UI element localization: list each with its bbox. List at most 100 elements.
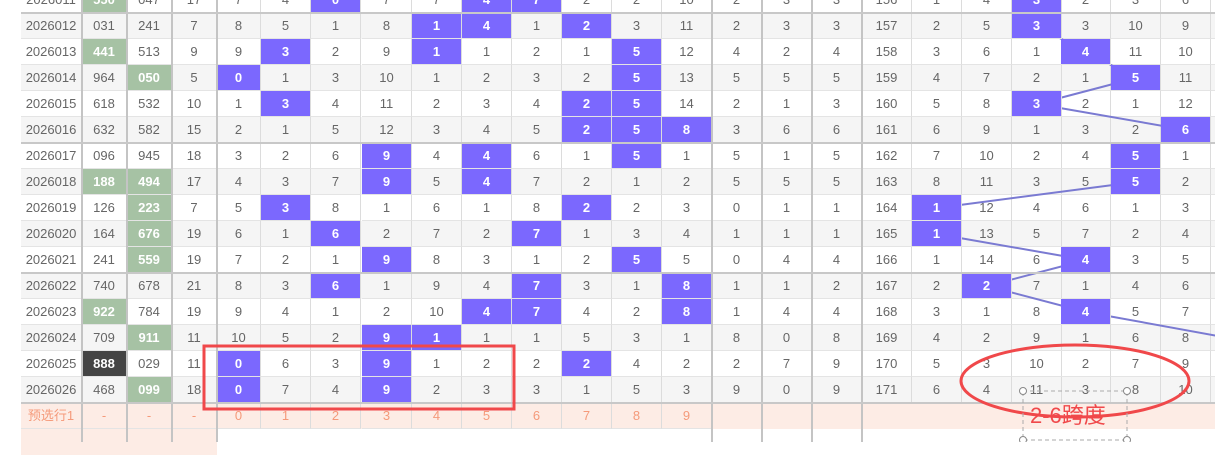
span-cell-3: 4 [1061,247,1111,273]
issue-number: 2026021 [21,247,82,273]
digit-cell-1: 5 [261,13,311,39]
digit-cell-8: 5 [612,65,662,91]
preselect-digit-6[interactable]: 6 [512,403,562,429]
group-divider [21,142,1215,144]
span-cell-1: 10 [962,143,1012,169]
span-cell-4: 2 [1111,117,1161,143]
digit-cell-8: 1 [612,169,662,195]
digit-cell-3: 2 [362,221,412,247]
draw-number-b: 223 [127,195,172,221]
overflow-cell [1211,299,1215,325]
span-cell-2: 3 [1012,13,1062,39]
span-cell-0: 7 [912,143,962,169]
span-cell-5: 10 [1161,377,1211,403]
digit-cell-1: 1 [261,65,311,91]
preselect-digit-4[interactable]: 4 [412,403,462,429]
draw-number-b: 678 [127,273,172,299]
digit-cell-9: 12 [662,39,712,65]
stat-cell-0: 5 [712,143,762,169]
column-divider [216,0,218,442]
digit-cell-8: 3 [612,325,662,351]
digit-cell-7: 2 [562,13,612,39]
digit-cell-9: 8 [662,299,712,325]
span-cell-5: 6 [1161,273,1211,299]
sum-value: 21 [172,273,217,299]
stat-cell-0: 2 [712,91,762,117]
digit-cell-2: 6 [311,143,361,169]
stat-cell-0: 1 [712,221,762,247]
preselect-digit-5[interactable]: 5 [462,403,512,429]
digit-cell-4: 10 [412,299,462,325]
draw-number-b: 099 [127,377,172,403]
preselect-digit-3[interactable]: 3 [362,403,412,429]
digit-cell-6: 7 [512,221,562,247]
draw-number-a: 922 [82,299,127,325]
issue-number: 2026026 [21,377,82,403]
digit-cell-7: 3 [562,273,612,299]
overflow-cell [1211,273,1215,299]
digit-cell-6: 7 [512,169,562,195]
span-cell-4: 1 [1111,91,1161,117]
span-cell-1: 4 [962,377,1012,403]
span-cell-1: 2 [962,273,1012,299]
preselect-digit-8[interactable]: 8 [612,403,662,429]
span-cell-0: 2 [912,273,962,299]
stat-cell-1: 1 [762,143,812,169]
draw-number-b: 559 [127,247,172,273]
digit-cell-9: 11 [662,13,712,39]
digit-cell-0: 8 [217,273,261,299]
digit-cell-2: 4 [311,91,361,117]
stat-cell-0: 8 [712,325,762,351]
counter-value: 168 [862,299,912,325]
span-cell-4: 11 [1111,39,1161,65]
preselect-digit-7[interactable]: 7 [562,403,612,429]
preselect-digit-0[interactable]: 0 [217,403,261,429]
digit-cell-5: 2 [462,351,512,377]
span-cell-4: 2 [1111,221,1161,247]
draw-number-b: 676 [127,221,172,247]
span-cell-5: 1 [1161,143,1211,169]
preselect-a: - [82,403,127,429]
preselect-digit-1[interactable]: 1 [261,403,311,429]
span-cell-2: 8 [1012,299,1062,325]
annotation-text[interactable]: 2-6跨度 [1030,403,1106,428]
span-cell-5: 4 [1161,221,1211,247]
span-cell-1: 2 [962,325,1012,351]
draw-number-b: 050 [127,65,172,91]
preselect-digit-2[interactable]: 2 [311,403,361,429]
span-cell-5: 8 [1161,325,1211,351]
draw-number-b: 029 [127,351,172,377]
digit-cell-7: 1 [562,377,612,403]
issue-number: 2026017 [21,143,82,169]
stat-cell-2: 5 [812,169,862,195]
digit-cell-5: 1 [462,195,512,221]
span-cell-0: 5 [912,91,962,117]
sum-value: 11 [172,325,217,351]
span-cell-5: 7 [1161,299,1211,325]
digit-cell-9: 8 [662,273,712,299]
preselect-b: - [127,403,172,429]
digit-cell-3: 1 [362,273,412,299]
digit-cell-6: 5 [512,117,562,143]
span-cell-0: 3 [912,39,962,65]
sum-value: 7 [172,13,217,39]
draw-number-a: 096 [82,143,127,169]
digit-cell-0: 7 [217,247,261,273]
digit-cell-1: 3 [261,39,311,65]
digit-cell-3: 9 [362,39,412,65]
overflow-cell [1211,117,1215,143]
digit-cell-1: 5 [261,325,311,351]
digit-cell-8: 5 [612,91,662,117]
preselect-digit-9[interactable]: 9 [662,403,712,429]
stat-cell-1: 6 [762,117,812,143]
span-cell-5: 12 [1161,91,1211,117]
span-cell-1: 9 [962,117,1012,143]
overflow-cell [1211,377,1215,403]
stat-cell-0: 1 [712,299,762,325]
stat-cell-0: 0 [712,195,762,221]
span-cell-2: 9 [1012,325,1062,351]
span-cell-3: 2 [1061,91,1111,117]
digit-cell-2: 7 [311,169,361,195]
digit-cell-0: 2 [217,117,261,143]
span-cell-0: 6 [912,117,962,143]
